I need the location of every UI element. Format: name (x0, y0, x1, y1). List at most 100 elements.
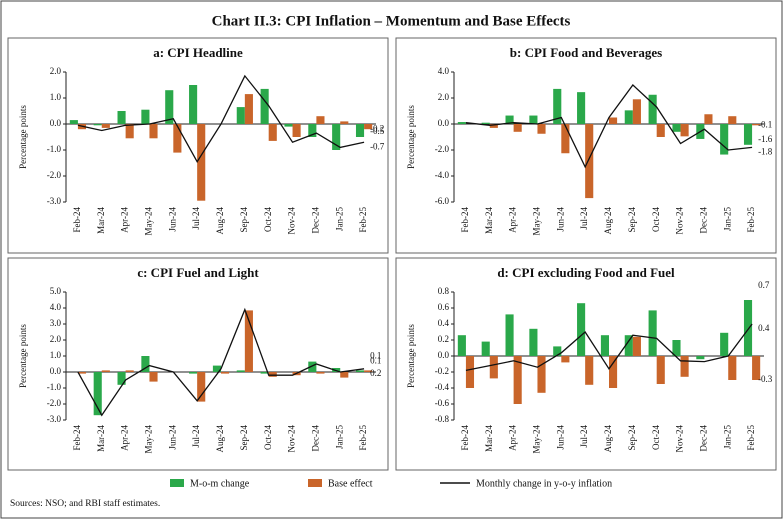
y-axis-title: Percentage points (18, 105, 28, 169)
bar (585, 124, 594, 199)
y-tick-label: 0.6 (438, 302, 450, 312)
bar (672, 340, 681, 356)
data-label: 0.4 (758, 323, 770, 333)
y-tick-label: -0.6 (435, 398, 450, 408)
x-tick-label: Jun-24 (167, 425, 177, 450)
x-tick-label: May-24 (144, 207, 154, 236)
bar (609, 356, 618, 388)
y-tick-label: 2.0 (50, 334, 62, 344)
x-tick-label: Jul-24 (579, 207, 589, 230)
bar (236, 370, 245, 372)
bar (577, 303, 586, 356)
panel-title: d: CPI excluding Food and Fuel (497, 265, 675, 280)
x-tick-label: Apr-24 (120, 207, 130, 233)
bar (672, 124, 681, 132)
x-tick-label: Feb-24 (72, 207, 82, 233)
x-tick-label: Feb-24 (72, 425, 82, 451)
panel-title: a: CPI Headline (153, 45, 243, 60)
bar (680, 124, 689, 137)
y-tick-label: 0.0 (50, 366, 62, 376)
x-tick-label: Jan-25 (334, 425, 344, 449)
bar (457, 122, 466, 124)
bar (680, 356, 689, 377)
x-tick-label: Sep-24 (239, 207, 249, 233)
data-label: -0.2 (370, 123, 384, 133)
chart-title: Chart II.3: CPI Inflation – Momentum and… (212, 13, 571, 29)
x-tick-label: Mar-24 (484, 207, 494, 234)
data-label: -0.3 (758, 374, 773, 384)
bar (609, 117, 618, 124)
bar (93, 372, 102, 416)
x-tick-label: Apr-24 (508, 425, 518, 451)
bar (561, 124, 570, 154)
bar (355, 370, 365, 372)
line (465, 84, 753, 169)
bar (173, 124, 182, 153)
data-label: 0.7 (758, 280, 770, 290)
bar (268, 124, 277, 141)
legend-label: M-o-m change (190, 478, 250, 489)
bar (308, 124, 317, 137)
bar (632, 99, 641, 124)
y-tick-label: 0.0 (438, 350, 450, 360)
data-label: -1.6 (758, 134, 773, 144)
bar (308, 361, 317, 372)
bar (585, 356, 594, 385)
bar (77, 372, 87, 374)
x-tick-label: Mar-24 (484, 425, 494, 452)
data-label: -0.1 (758, 119, 772, 129)
x-tick-label: Feb-24 (460, 207, 470, 233)
legend-swatch (170, 479, 184, 487)
data-label: 0.1 (370, 355, 381, 365)
panel-title: b: CPI Food and Beverages (510, 45, 662, 60)
bar (648, 310, 657, 356)
bar (197, 124, 206, 201)
y-axis-title: Percentage points (406, 324, 416, 388)
bar (505, 115, 514, 124)
y-tick-label: -0.4 (435, 382, 450, 392)
x-tick-label: Dec-24 (310, 207, 320, 234)
bar (577, 92, 586, 124)
bar (600, 335, 609, 356)
line (77, 74, 365, 163)
y-tick-label: 4.0 (438, 66, 450, 76)
bar (656, 124, 665, 137)
y-axis-title: Percentage points (18, 324, 28, 388)
y-tick-label: -2.0 (435, 144, 450, 154)
x-tick-label: Jan-25 (722, 425, 732, 449)
x-tick-label: Oct-24 (263, 207, 273, 232)
bar (149, 124, 158, 139)
bar (189, 85, 198, 124)
y-tick-label: 0.0 (50, 118, 62, 128)
legend-label: Base effect (328, 478, 373, 489)
bar (364, 124, 373, 130)
y-tick-label: 2.0 (438, 92, 450, 102)
y-tick-label: 4.0 (50, 302, 62, 312)
bar (489, 356, 498, 379)
panel-frame (395, 257, 777, 471)
bar (553, 346, 562, 356)
x-tick-label: Mar-24 (96, 425, 106, 452)
bar (632, 336, 641, 356)
bar (268, 372, 277, 377)
x-tick-label: Sep-24 (627, 425, 637, 451)
x-tick-label: Feb-25 (746, 425, 756, 451)
y-tick-label: -2.0 (47, 170, 62, 180)
y-tick-label: 0.4 (438, 318, 450, 328)
y-tick-label: -4.0 (435, 170, 450, 180)
panel-title: c: CPI Fuel and Light (137, 265, 259, 280)
y-tick-label: -1.0 (47, 144, 62, 154)
x-tick-label: Dec-24 (698, 207, 708, 234)
bar (69, 120, 78, 124)
x-tick-label: Jun-24 (555, 207, 565, 232)
x-tick-label: Jun-24 (555, 425, 565, 450)
panel-frame (395, 37, 777, 254)
y-tick-label: 2.0 (50, 66, 62, 76)
y-tick-label: 0.0 (438, 118, 450, 128)
bar (624, 335, 633, 356)
bar (292, 124, 301, 137)
bar (101, 124, 110, 128)
bar (260, 88, 269, 124)
bar (117, 111, 126, 124)
